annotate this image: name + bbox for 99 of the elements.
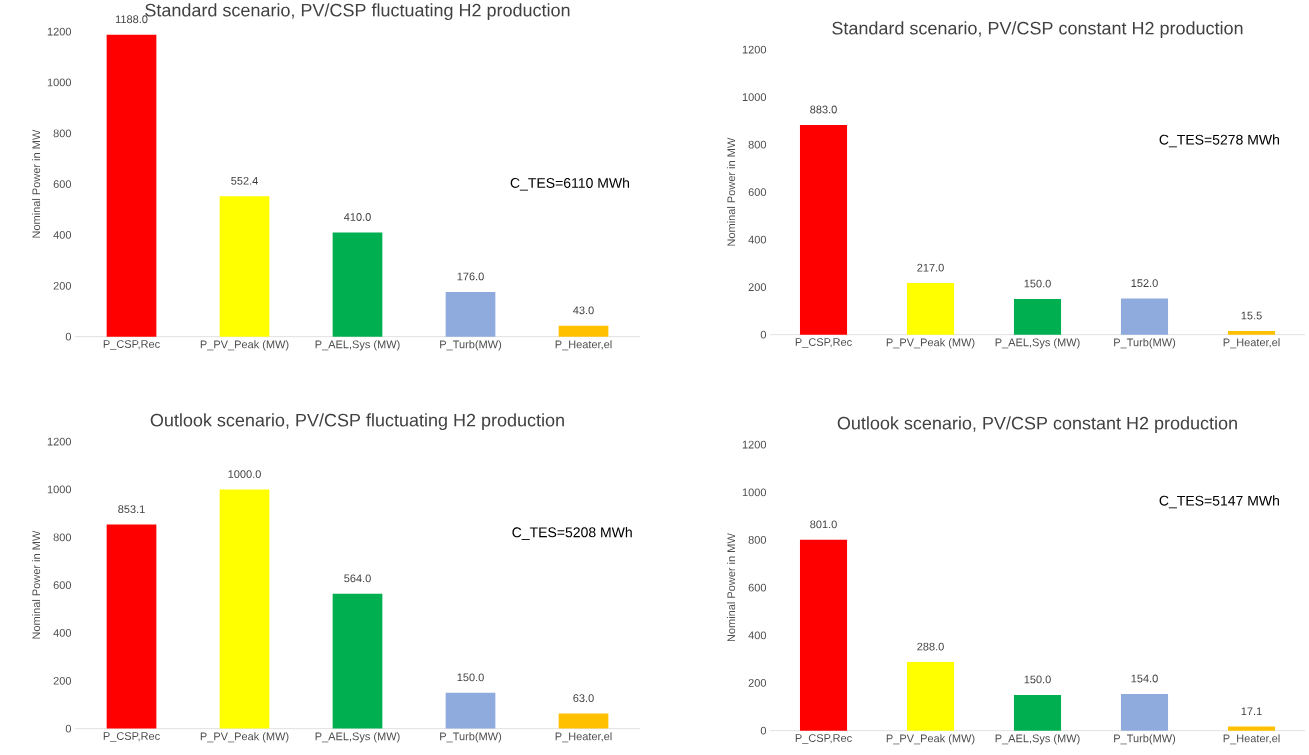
y-tick-label: 1000 <box>47 485 72 494</box>
x-tick-label: P_Turb(MW) <box>440 340 502 351</box>
data-label: 63.0 <box>573 694 594 703</box>
y-tick-label: 800 <box>748 140 767 149</box>
bar <box>445 292 496 337</box>
y-tick-label: 400 <box>748 631 767 640</box>
y-tick-label: 1000 <box>742 93 767 102</box>
y-tick-label: 400 <box>53 629 72 638</box>
data-label: 150.0 <box>1024 675 1051 684</box>
x-tick-label: P_AEL,Sys (MW) <box>995 734 1080 745</box>
bar <box>219 489 270 729</box>
y-tick-label: 1200 <box>742 45 767 54</box>
y-tick-label: 200 <box>53 282 72 290</box>
y-tick-label: 600 <box>748 583 767 592</box>
y-axis-title: Nominal Power in MW <box>32 530 41 639</box>
x-tick-label: P_CSP,Rec <box>795 734 852 745</box>
y-tick-label: 600 <box>748 188 767 197</box>
data-label: 288.0 <box>917 642 944 651</box>
x-tick-label: P_PV_Peak (MW) <box>886 734 975 745</box>
bar <box>332 232 383 337</box>
y-tick-label: 1000 <box>742 488 767 497</box>
x-tick-label: P_CSP,Rec <box>103 340 160 351</box>
y-axis-title: Nominal Power in MW <box>727 137 736 246</box>
data-label: 801.0 <box>810 520 837 529</box>
bar <box>445 692 496 729</box>
annotation: C_TES=5147 MWh <box>1159 495 1279 509</box>
chart-title: Outlook scenario, PV/CSP fluctuating H2 production <box>150 413 564 431</box>
data-label: 176.0 <box>457 272 484 281</box>
data-label: 43.0 <box>573 306 594 315</box>
bar <box>1013 299 1062 335</box>
y-tick-label: 400 <box>53 231 72 240</box>
data-label: 150.0 <box>1024 279 1051 288</box>
x-tick-label: P_PV_Peak (MW) <box>886 338 975 349</box>
y-tick-label: 200 <box>748 283 767 292</box>
bar <box>558 325 609 337</box>
annotation: C_TES=6110 MWh <box>510 177 630 191</box>
x-tick-label: P_Heater,el <box>555 732 612 743</box>
y-tick-label: 1200 <box>742 440 767 449</box>
data-label: 564.0 <box>344 574 371 583</box>
y-tick-label: 0 <box>760 330 767 339</box>
data-label: 17.1 <box>1241 707 1262 716</box>
data-label: 1000.0 <box>228 470 261 479</box>
data-label: 15.5 <box>1241 311 1262 320</box>
data-label: 853.1 <box>118 505 145 514</box>
data-label: 152.0 <box>1131 279 1158 288</box>
bar <box>799 539 848 731</box>
x-tick-label: P_Heater,el <box>555 340 612 351</box>
bar <box>1013 695 1062 731</box>
chart-title: Standard scenario, PV/CSP constant H2 production <box>832 21 1243 39</box>
x-tick-label: P_CSP,Rec <box>103 732 160 743</box>
bar <box>799 125 848 335</box>
x-tick-label: P_PV_Peak (MW) <box>200 340 289 351</box>
bar <box>1227 331 1276 335</box>
y-tick-label: 200 <box>53 677 72 685</box>
data-label: 1188.0 <box>115 15 148 24</box>
x-tick-label: P_AEL,Sys (MW) <box>315 340 400 351</box>
y-tick-label: 400 <box>748 235 767 244</box>
y-tick-label: 600 <box>53 180 72 189</box>
bar <box>906 283 955 335</box>
bar <box>332 593 383 729</box>
data-label: 883.0 <box>810 105 837 114</box>
y-tick-label: 800 <box>53 129 72 138</box>
x-tick-label: P_Heater,el <box>1223 734 1280 745</box>
annotation: C_TES=5208 MWh <box>512 527 632 541</box>
chart-title: Outlook scenario, PV/CSP constant H2 production <box>837 416 1237 434</box>
bar <box>1120 298 1169 335</box>
bar <box>1120 694 1169 731</box>
y-tick-label: 800 <box>748 536 767 545</box>
y-tick-label: 600 <box>53 581 72 590</box>
bar <box>106 34 157 337</box>
data-label: 552.4 <box>231 177 258 185</box>
y-tick-label: 1200 <box>47 27 72 36</box>
y-tick-label: 0 <box>760 726 767 735</box>
x-tick-label: P_AEL,Sys (MW) <box>995 338 1080 349</box>
x-tick-label: P_Turb(MW) <box>1114 734 1176 745</box>
x-tick-label: P_Heater,el <box>1223 338 1280 349</box>
y-tick-label: 200 <box>748 679 767 688</box>
y-tick-label: 1000 <box>47 78 72 87</box>
data-label: 217.0 <box>917 263 944 272</box>
data-label: 150.0 <box>457 673 484 682</box>
x-tick-label: P_PV_Peak (MW) <box>200 732 289 743</box>
y-tick-label: 0 <box>65 332 72 341</box>
x-tick-label: P_Turb(MW) <box>440 732 502 743</box>
y-axis-title: Nominal Power in MW <box>727 533 736 642</box>
x-tick-label: P_AEL,Sys (MW) <box>315 732 400 743</box>
data-label: 410.0 <box>343 213 371 222</box>
x-tick-label: P_Turb(MW) <box>1114 338 1176 349</box>
y-tick-label: 800 <box>53 533 72 542</box>
data-label: 154.0 <box>1131 674 1158 683</box>
y-axis-title: Nominal Power in MW <box>32 129 41 238</box>
annotation: C_TES=5278 MWh <box>1159 134 1279 148</box>
bar <box>1227 726 1276 731</box>
bar <box>106 524 157 729</box>
y-tick-label: 0 <box>65 724 72 733</box>
y-tick-label: 1200 <box>47 437 72 446</box>
bar <box>558 713 609 729</box>
x-tick-label: P_CSP,Rec <box>795 338 852 349</box>
bar <box>906 662 955 731</box>
bar <box>219 196 270 337</box>
